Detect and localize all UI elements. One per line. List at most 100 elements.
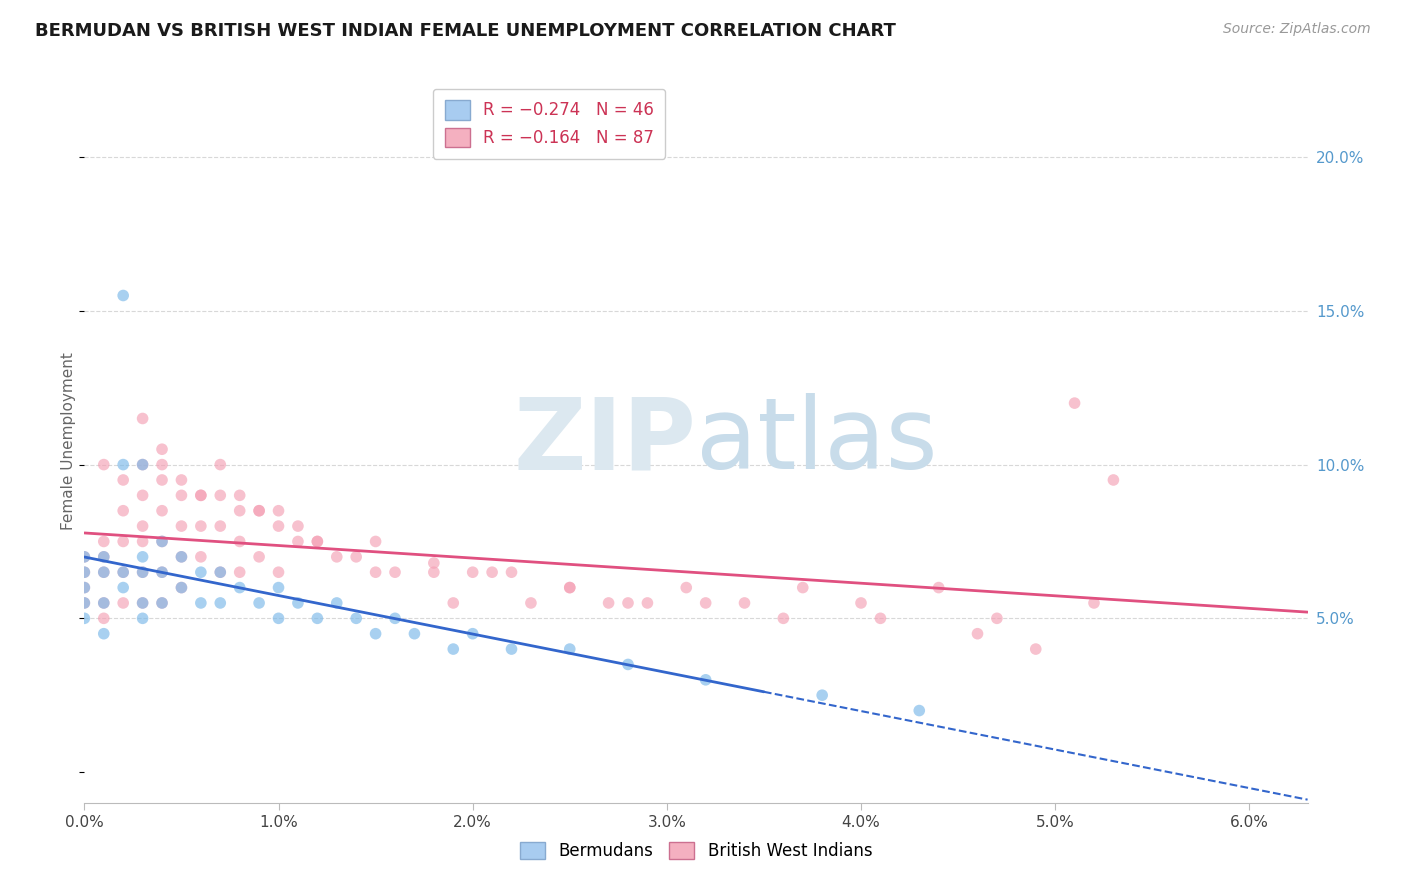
Point — [73, 565, 96, 579]
Point — [209, 458, 232, 472]
Point — [384, 565, 406, 579]
Legend: Bermudans, British West Indians: Bermudans, British West Indians — [513, 835, 879, 867]
Point — [695, 673, 717, 687]
Point — [190, 596, 212, 610]
Point — [481, 565, 503, 579]
Point — [190, 488, 212, 502]
Point — [150, 473, 173, 487]
Point — [170, 549, 193, 564]
Point — [190, 549, 212, 564]
Point — [364, 565, 387, 579]
Point — [73, 581, 96, 595]
Point — [267, 519, 290, 533]
Point — [307, 534, 329, 549]
Point — [73, 549, 96, 564]
Point — [150, 504, 173, 518]
Point — [112, 504, 135, 518]
Point — [558, 642, 581, 657]
Point — [209, 519, 232, 533]
Point — [247, 596, 270, 610]
Point — [150, 442, 173, 457]
Point — [73, 581, 96, 595]
Text: atlas: atlas — [696, 393, 938, 490]
Point — [112, 596, 135, 610]
Text: BERMUDAN VS BRITISH WEST INDIAN FEMALE UNEMPLOYMENT CORRELATION CHART: BERMUDAN VS BRITISH WEST INDIAN FEMALE U… — [35, 22, 896, 40]
Point — [112, 565, 135, 579]
Point — [617, 657, 640, 672]
Point — [247, 504, 270, 518]
Point — [869, 611, 891, 625]
Point — [170, 581, 193, 595]
Point — [131, 549, 153, 564]
Point — [190, 519, 212, 533]
Point — [112, 458, 135, 472]
Point — [73, 565, 96, 579]
Point — [209, 565, 232, 579]
Point — [93, 611, 115, 625]
Point — [287, 596, 309, 610]
Point — [1102, 473, 1125, 487]
Point — [792, 581, 814, 595]
Point — [150, 565, 173, 579]
Point — [131, 565, 153, 579]
Point — [326, 596, 349, 610]
Point — [150, 596, 173, 610]
Point — [150, 565, 173, 579]
Point — [908, 704, 931, 718]
Point — [558, 581, 581, 595]
Point — [190, 565, 212, 579]
Point — [93, 626, 115, 640]
Point — [344, 549, 367, 564]
Text: ZIP: ZIP — [513, 393, 696, 490]
Point — [131, 458, 153, 472]
Point — [131, 565, 153, 579]
Point — [150, 596, 173, 610]
Point — [93, 549, 115, 564]
Point — [772, 611, 794, 625]
Point — [423, 565, 446, 579]
Point — [112, 581, 135, 595]
Point — [170, 488, 193, 502]
Point — [131, 458, 153, 472]
Point — [150, 534, 173, 549]
Point — [209, 565, 232, 579]
Point — [131, 596, 153, 610]
Point — [364, 534, 387, 549]
Point — [461, 565, 484, 579]
Point — [131, 534, 153, 549]
Point — [423, 556, 446, 570]
Point — [695, 596, 717, 610]
Point — [520, 596, 543, 610]
Point — [112, 534, 135, 549]
Point — [150, 534, 173, 549]
Point — [461, 626, 484, 640]
Point — [131, 596, 153, 610]
Point — [73, 611, 96, 625]
Point — [307, 611, 329, 625]
Point — [228, 565, 250, 579]
Point — [93, 596, 115, 610]
Point — [501, 565, 523, 579]
Point — [364, 626, 387, 640]
Point — [617, 596, 640, 610]
Point — [247, 504, 270, 518]
Point — [73, 596, 96, 610]
Point — [441, 642, 464, 657]
Point — [131, 611, 153, 625]
Point — [170, 473, 193, 487]
Point — [209, 596, 232, 610]
Point — [1025, 642, 1047, 657]
Point — [228, 488, 250, 502]
Point — [267, 581, 290, 595]
Point — [73, 549, 96, 564]
Point — [287, 534, 309, 549]
Point — [93, 549, 115, 564]
Point — [849, 596, 872, 610]
Point — [190, 488, 212, 502]
Point — [404, 626, 426, 640]
Point — [986, 611, 1008, 625]
Point — [131, 488, 153, 502]
Point — [247, 549, 270, 564]
Point — [93, 534, 115, 549]
Point — [228, 534, 250, 549]
